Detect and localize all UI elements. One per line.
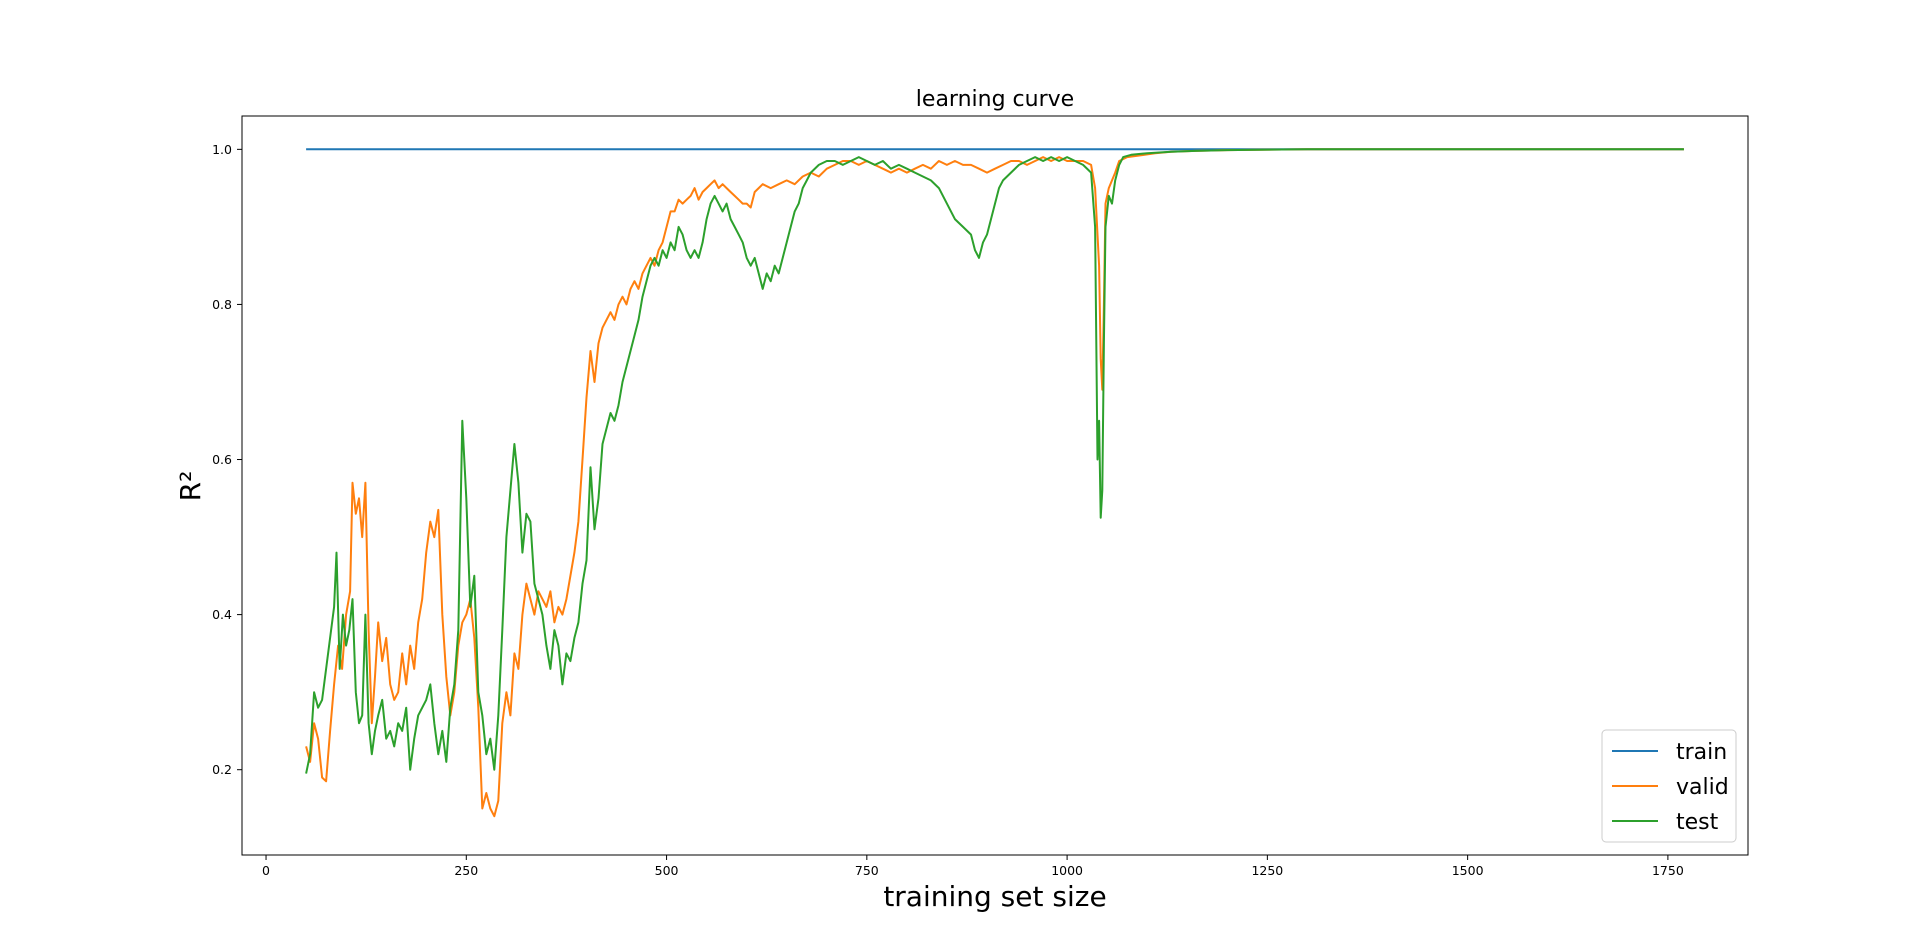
legend-label-train: train [1676,740,1727,765]
axes-frame [241,115,1749,856]
legend-entries: train valid test [1612,740,1729,835]
series-layer [305,148,1684,818]
x-tick-label: 250 [454,863,478,878]
x-tick-label: 1750 [1652,863,1684,878]
series-line-test [305,148,1684,774]
y-tick-label: 0.4 [212,607,232,622]
x-axis-ticks: 0 250 500 750 1000 1250 1500 1750 [262,855,1684,878]
y-tick-label: 0.8 [212,297,232,312]
legend-label-valid: valid [1676,775,1729,800]
x-tick-label: 750 [855,863,879,878]
legend-label-test: test [1676,810,1719,835]
plot-area [241,115,1749,856]
series-line-valid [305,148,1684,818]
y-axis-label: R² [174,471,207,502]
y-tick-label: 1.0 [212,142,232,157]
legend-box [1601,729,1737,843]
x-axis-label: training set size [883,880,1106,913]
y-axis-ticks: 0.2 0.4 0.6 0.8 1.0 [212,142,242,777]
x-tick-label: 500 [655,863,679,878]
chart-title: learning curve [916,87,1074,112]
y-tick-label: 0.6 [212,452,232,467]
y-tick-label: 0.2 [212,762,232,777]
x-tick-label: 1250 [1251,863,1283,878]
x-tick-label: 0 [262,863,270,878]
legend: train valid test [1601,729,1737,843]
x-tick-label: 1500 [1452,863,1484,878]
x-tick-label: 1000 [1051,863,1083,878]
